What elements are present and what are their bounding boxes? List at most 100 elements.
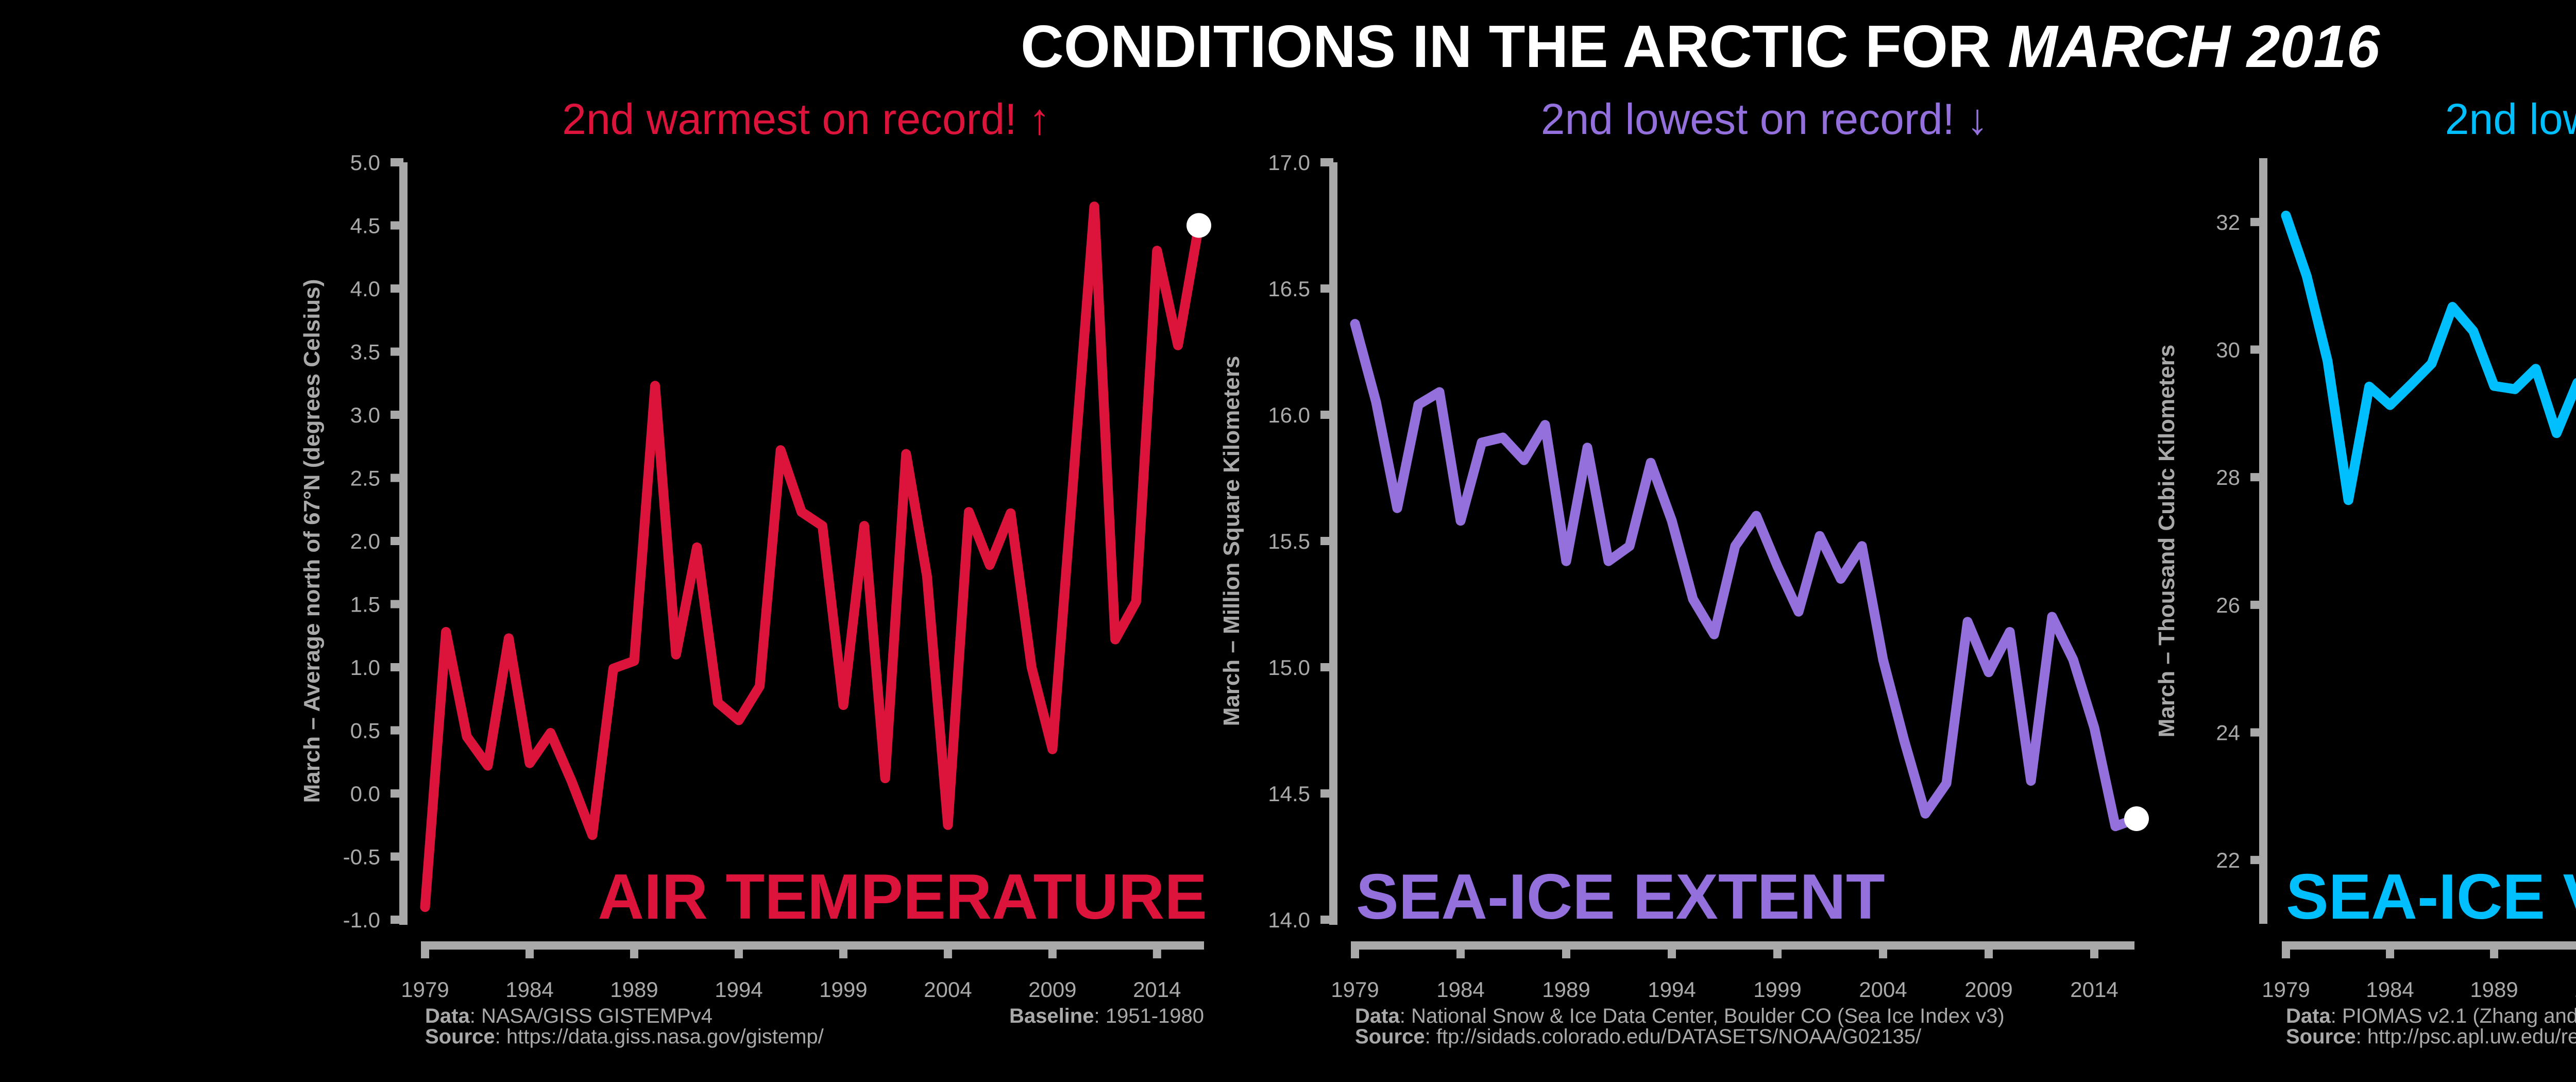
chart-panels: 2nd warmest on record! ↑ -1.0 -0.5 0.0 0.5 1.… <box>299 95 2576 1048</box>
data-point-1980 <box>2304 274 2309 278</box>
y-tick-label: 30 <box>2216 338 2240 362</box>
y-tick-label: 2.0 <box>350 529 380 553</box>
data-point-2013 <box>1134 600 1138 604</box>
data-point-2011 <box>1092 205 1096 209</box>
data-point-2003 <box>1860 544 1864 548</box>
data-point-1983 <box>2367 384 2371 388</box>
series-line <box>420 201 1204 912</box>
x-tick-label: 1984 <box>2366 977 2414 1002</box>
data-point-2006 <box>988 563 992 567</box>
data-point-1996 <box>1712 632 1716 636</box>
panel-name: SEA-ICE EXTENT <box>1356 861 1885 933</box>
data-point-1986 <box>2430 362 2434 366</box>
data-point-2011 <box>2029 779 2033 783</box>
data-point-1992 <box>695 545 699 549</box>
y-tick-label: 16.0 <box>1268 403 1310 427</box>
data-credit-text: National Snow & Ice Data Center, Boulder… <box>1411 1005 2005 1027</box>
y-tick-label: 15.0 <box>1268 655 1310 680</box>
data-point-1991 <box>2534 367 2538 371</box>
y-tick-label: 0.5 <box>350 719 380 743</box>
data-point-1982 <box>1416 402 1420 407</box>
data-point-1991 <box>1606 559 1611 563</box>
data-point-1979 <box>1353 322 1357 326</box>
baseline-sep: : <box>1094 1005 1105 1027</box>
x-tick-label: 2014 <box>2070 977 2118 1002</box>
data-point-1994 <box>1670 519 1674 523</box>
y-tick-label: 32 <box>2216 210 2240 234</box>
data-point-1996 <box>778 448 783 452</box>
data-point-1984 <box>528 761 532 765</box>
data-point-2009 <box>1987 670 1991 674</box>
x-tick-label: 2009 <box>1028 977 1076 1002</box>
x-tick-label: 1994 <box>1648 977 1696 1002</box>
data-point-1991 <box>674 653 678 657</box>
x-tick-label: 1999 <box>819 977 867 1002</box>
data-point-1980 <box>1374 400 1378 404</box>
y-tick-label: 2.5 <box>350 466 380 491</box>
data-credit-label: Data <box>2286 1005 2331 1027</box>
y-tick-label: 14.5 <box>1268 782 1310 806</box>
chart-panel-sea-ice-volume: 2nd lowest on record! ↓ 22 24 26 28 30 32 March… <box>2154 95 2576 1048</box>
series-line <box>2281 210 2576 505</box>
highlight-marker <box>1187 213 1211 238</box>
y-tick-label: -1.0 <box>343 908 380 932</box>
baseline-text: 1951-1980 <box>1106 1005 1204 1027</box>
figure-title-emphasis: MARCH 2016 <box>2008 13 2380 80</box>
y-axis-label: March – Thousand Cubic Kilometers <box>2154 345 2179 738</box>
x-tick-label: 1984 <box>505 977 553 1002</box>
data-point-2012 <box>2050 615 2054 619</box>
data-point-2003 <box>925 574 929 579</box>
baseline-credit: Baseline: 1951-1980 <box>1009 1005 1204 1027</box>
data-point-1985 <box>1480 441 1484 445</box>
data-point-1981 <box>1395 506 1399 510</box>
y-tick-label: 15.5 <box>1268 529 1310 553</box>
data-point-2005 <box>1902 738 1906 742</box>
data-point-1987 <box>2450 305 2454 309</box>
data-point-1992 <box>1628 544 1632 548</box>
panel-name: AIR TEMPERATURE <box>598 861 1207 933</box>
source-credit-sep: : <box>2356 1025 2367 1048</box>
data-point-1995 <box>758 684 762 688</box>
data-credit-label: Data <box>425 1005 470 1027</box>
source-credit-label: Source <box>1355 1025 1425 1048</box>
data-point-1986 <box>1501 435 1505 439</box>
data-point-2001 <box>883 776 887 781</box>
data-point-2004 <box>946 823 950 827</box>
source-credit-url: https://data.giss.nasa.gov/gistemp/ <box>506 1025 824 1048</box>
panel-subtitle: 2nd lowest on record! ↓ <box>2445 95 2576 143</box>
data-point-2007 <box>1009 511 1013 515</box>
data-point-1982 <box>2346 498 2350 502</box>
data-point-1985 <box>2409 383 2413 387</box>
x-tick-label: 2014 <box>1133 977 1181 1002</box>
source-credit-sep: : <box>1425 1025 1436 1048</box>
data-point-2014 <box>1155 249 1159 253</box>
x-tick-label: 1999 <box>1753 977 1801 1002</box>
data-point-1993 <box>716 701 720 705</box>
x-tick-label: 1984 <box>1436 977 1484 1002</box>
x-tick-label: 1979 <box>2262 977 2310 1002</box>
data-point-1999 <box>1775 564 1780 568</box>
x-tick-label: 1994 <box>715 977 762 1002</box>
data-point-1997 <box>800 510 804 514</box>
data-point-1982 <box>486 764 490 768</box>
data-point-2009 <box>1050 747 1055 751</box>
highlight-marker <box>2124 806 2149 831</box>
data-point-1987 <box>590 833 595 837</box>
data-point-2000 <box>1797 610 1801 614</box>
source-credit-url: http://psc.apl.uw.edu/research/projects/… <box>2367 1025 2576 1048</box>
data-credit-text: PIOMAS v2.1 (Zhang and Rothrock, 2003; S… <box>2342 1005 2576 1027</box>
source-credit: Source: http://psc.apl.uw.edu/research/p… <box>2286 1025 2576 1048</box>
data-point-1983 <box>1437 390 1442 394</box>
y-tick-label: 5.0 <box>350 150 380 175</box>
y-tick-label: 4.0 <box>350 277 380 301</box>
x-tick-label: 2009 <box>1964 977 2012 1002</box>
data-point-1988 <box>2471 329 2476 333</box>
baseline-label: Baseline <box>1009 1005 1094 1027</box>
data-point-1989 <box>1564 559 1568 563</box>
data-point-2002 <box>904 452 908 456</box>
x-tick-label: 1994 <box>2574 977 2576 1002</box>
data-point-2008 <box>1029 665 1033 669</box>
y-tick-label: 3.0 <box>350 403 380 427</box>
figure-title: CONDITIONS IN THE ARCTIC FOR MARCH 2016 <box>1021 13 2381 80</box>
